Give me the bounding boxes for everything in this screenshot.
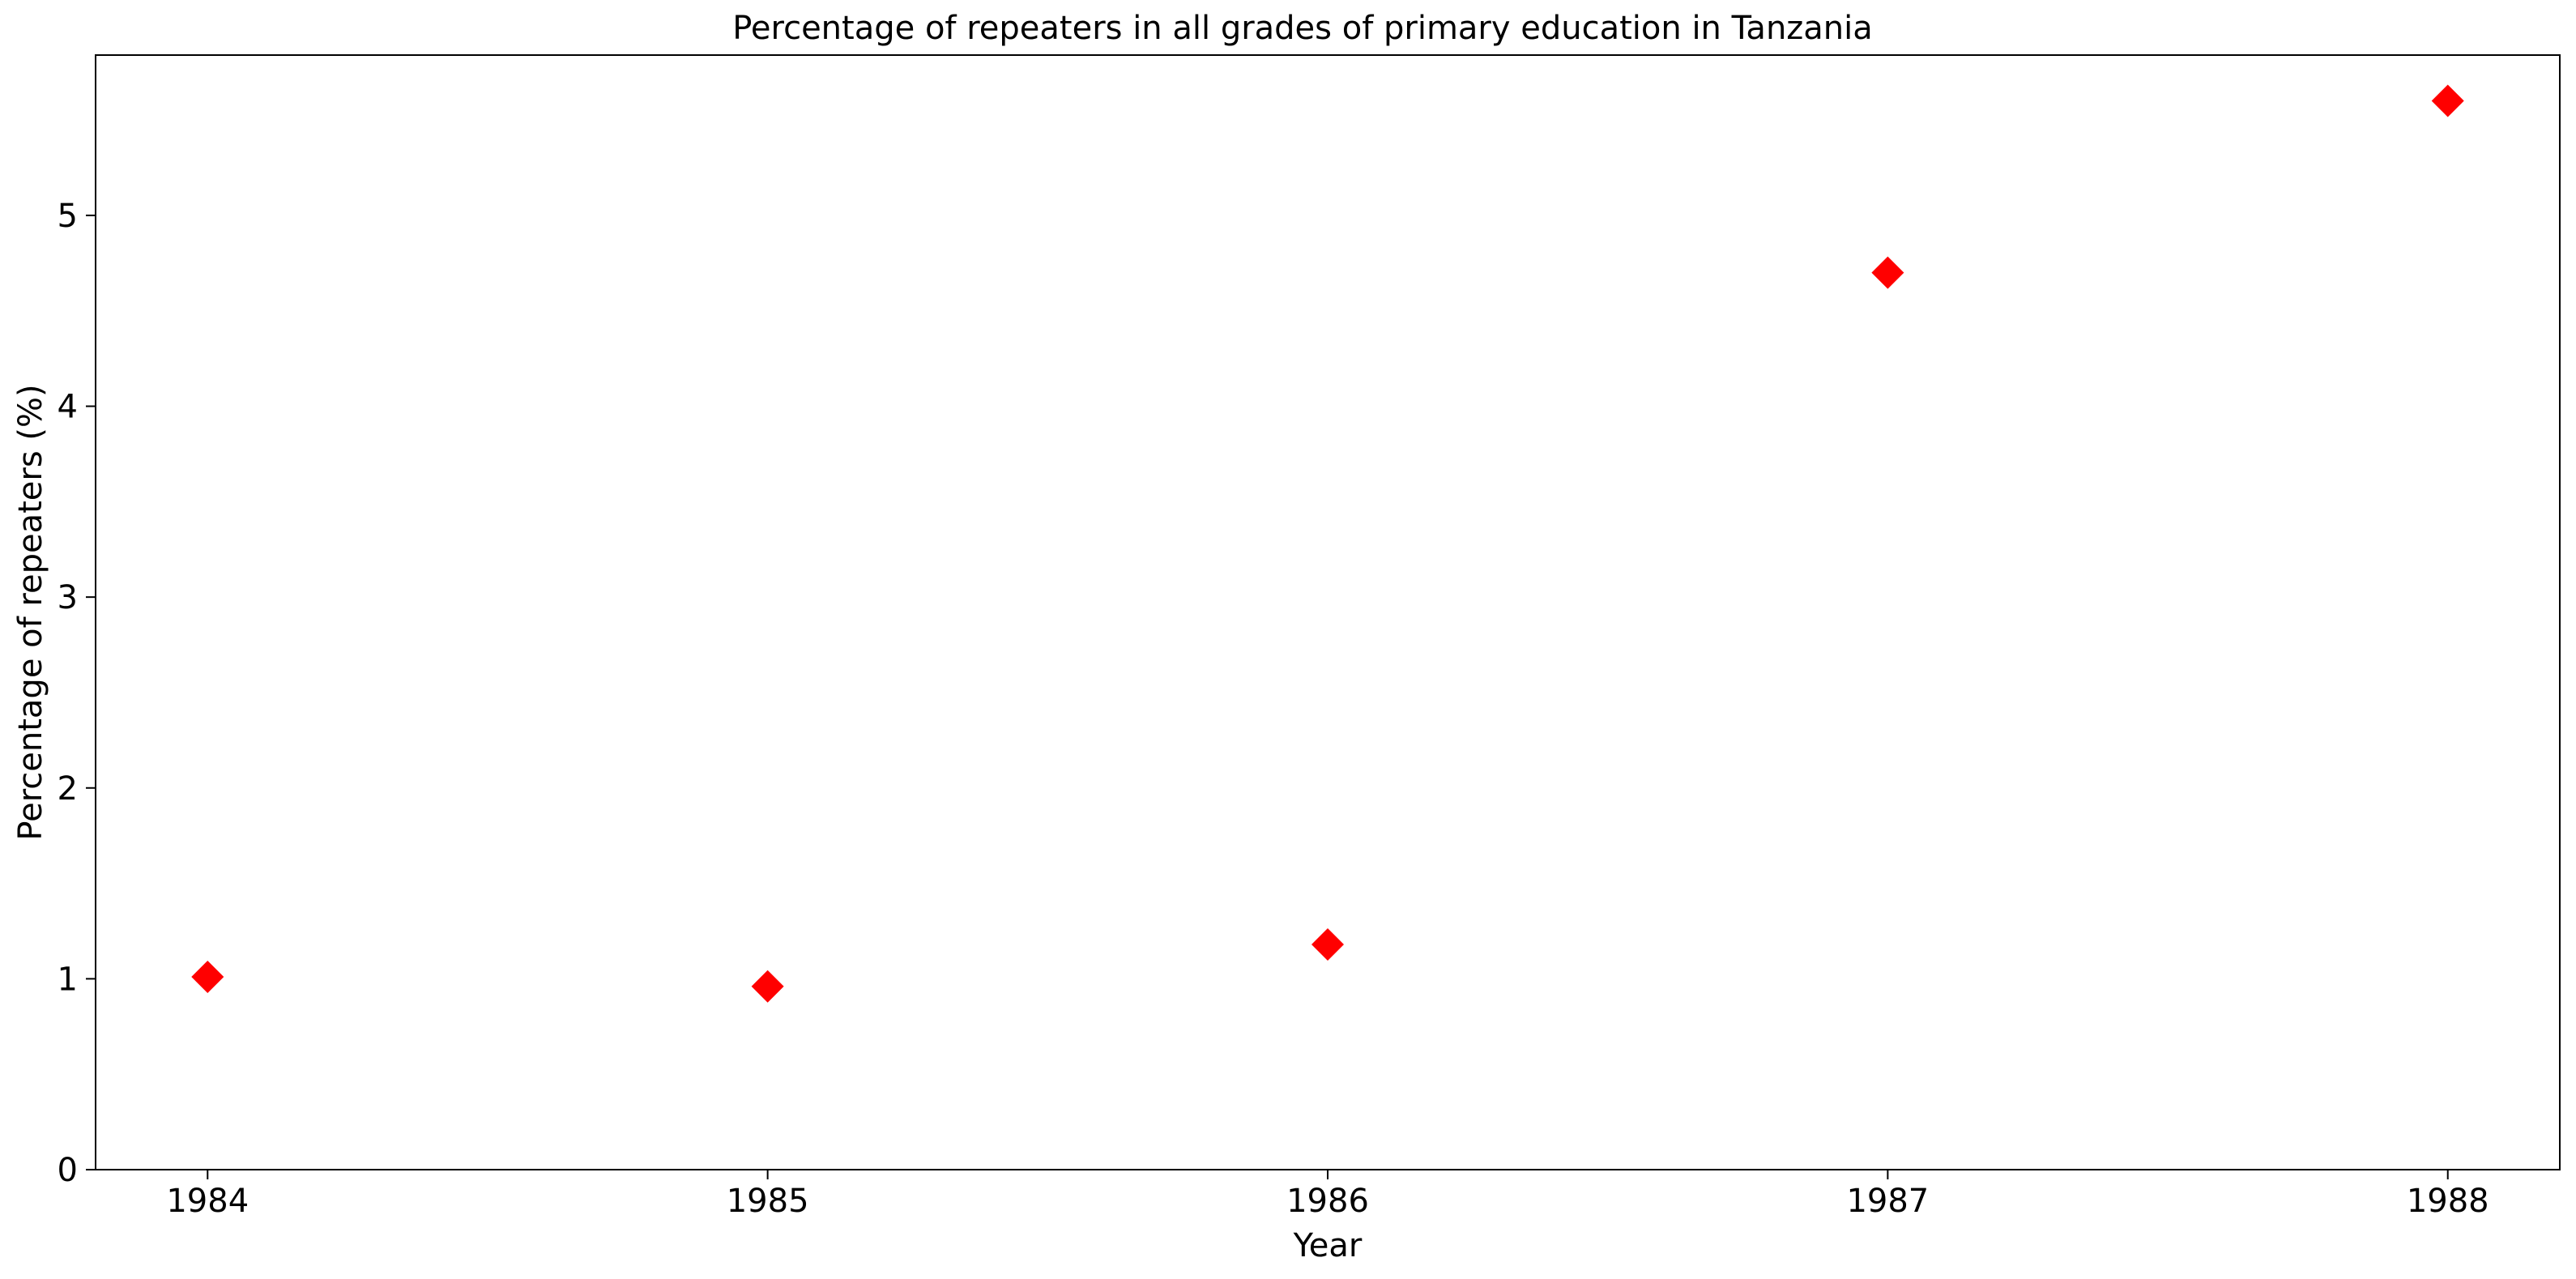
data-point-1984 [191, 961, 224, 994]
y-tick-label: 5 [58, 198, 78, 235]
chart-title: Percentage of repeaters in all grades of… [732, 10, 1873, 47]
x-tick-label: 1984 [166, 1183, 249, 1220]
y-tick-label: 3 [58, 579, 78, 616]
y-axis-label: Percentage of repeaters (%) [12, 384, 49, 840]
data-point-1985 [751, 970, 784, 1003]
x-tick-label: 1985 [727, 1183, 809, 1220]
x-tick-label: 1986 [1286, 1183, 1369, 1220]
y-axis: 0 1 2 3 4 5 [58, 198, 96, 1189]
y-tick-label: 0 [58, 1152, 78, 1189]
y-tick-label: 4 [58, 389, 78, 426]
data-point-1988 [2431, 84, 2464, 117]
x-axis-label: Year [1293, 1227, 1363, 1264]
y-tick-label: 2 [58, 770, 78, 808]
y-tick-label: 1 [58, 961, 78, 998]
data-point-1987 [1871, 256, 1904, 289]
x-tick-label: 1987 [1846, 1183, 1929, 1220]
x-tick-label: 1988 [2407, 1183, 2489, 1220]
data-point-1986 [1311, 927, 1344, 961]
x-axis: 1984 1985 1986 1987 1988 [166, 1170, 2489, 1220]
data-points [191, 84, 2464, 1003]
